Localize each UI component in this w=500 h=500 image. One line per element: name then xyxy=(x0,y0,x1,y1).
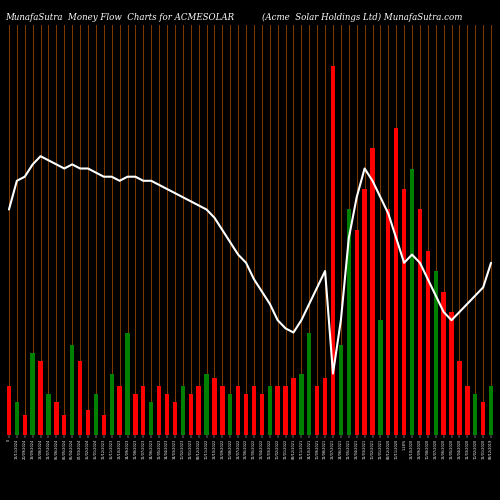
Bar xyxy=(165,394,169,435)
Bar xyxy=(78,361,82,435)
Bar xyxy=(30,353,35,435)
Bar xyxy=(172,402,177,435)
Bar xyxy=(434,271,438,435)
Bar xyxy=(299,374,304,435)
Bar xyxy=(331,66,335,435)
Bar xyxy=(204,374,208,435)
Bar xyxy=(102,414,106,435)
Bar xyxy=(54,402,58,435)
Bar xyxy=(244,394,248,435)
Bar xyxy=(315,386,320,435)
Bar xyxy=(426,250,430,435)
Bar xyxy=(188,394,193,435)
Bar xyxy=(370,148,374,435)
Bar xyxy=(252,386,256,435)
Bar xyxy=(149,402,154,435)
Bar xyxy=(465,386,469,435)
Bar xyxy=(450,312,454,435)
Bar xyxy=(394,128,398,435)
Bar xyxy=(62,414,66,435)
Bar xyxy=(38,361,42,435)
Bar xyxy=(378,320,382,435)
Bar xyxy=(323,378,328,435)
Bar xyxy=(133,394,138,435)
Bar xyxy=(118,386,122,435)
Bar xyxy=(46,394,50,435)
Text: MunafaSutra  Money Flow  Charts for ACMESOLAR: MunafaSutra Money Flow Charts for ACMESO… xyxy=(5,12,234,22)
Bar xyxy=(86,410,90,435)
Bar xyxy=(489,386,493,435)
Bar xyxy=(22,414,27,435)
Bar xyxy=(442,292,446,435)
Bar xyxy=(196,386,201,435)
Bar xyxy=(481,402,486,435)
Bar xyxy=(180,386,185,435)
Bar xyxy=(418,210,422,435)
Bar xyxy=(338,345,343,435)
Bar xyxy=(346,210,351,435)
Bar xyxy=(141,386,146,435)
Bar xyxy=(94,394,98,435)
Bar xyxy=(354,230,359,435)
Bar xyxy=(7,386,11,435)
Bar xyxy=(236,386,240,435)
Bar xyxy=(284,386,288,435)
Bar xyxy=(110,374,114,435)
Bar xyxy=(276,386,280,435)
Bar xyxy=(362,189,367,435)
Bar xyxy=(228,394,232,435)
Bar xyxy=(260,394,264,435)
Bar xyxy=(386,210,390,435)
Bar xyxy=(410,168,414,435)
Bar xyxy=(14,402,19,435)
Bar xyxy=(473,394,478,435)
Bar xyxy=(126,332,130,435)
Bar xyxy=(212,378,216,435)
Bar xyxy=(157,386,162,435)
Bar xyxy=(307,332,312,435)
Bar xyxy=(70,345,74,435)
Bar xyxy=(402,189,406,435)
Text: (Acme  Solar Holdings Ltd) MunafaSutra.com: (Acme Solar Holdings Ltd) MunafaSutra.co… xyxy=(262,12,463,22)
Bar xyxy=(292,378,296,435)
Bar xyxy=(458,361,462,435)
Bar xyxy=(220,386,224,435)
Bar xyxy=(268,386,272,435)
